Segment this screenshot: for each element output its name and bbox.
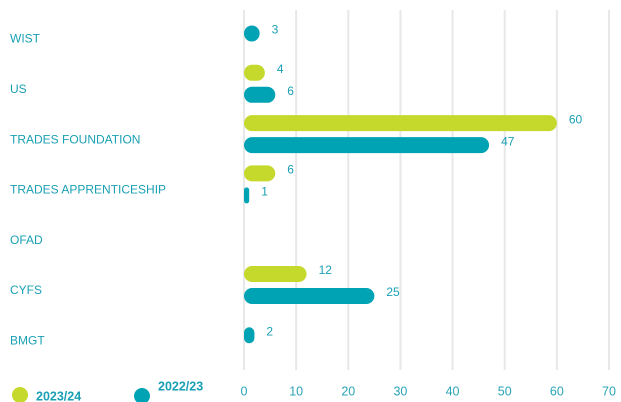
bar bbox=[244, 288, 375, 304]
category-label: TRADES APPRENTICESHIP bbox=[10, 183, 166, 197]
bar bbox=[244, 64, 265, 81]
value-label: 4 bbox=[277, 62, 284, 76]
x-tick-label: 10 bbox=[289, 384, 303, 398]
value-label: 12 bbox=[319, 263, 333, 277]
legend-swatch bbox=[134, 388, 150, 402]
value-label: 25 bbox=[386, 285, 400, 299]
x-tick-label: 60 bbox=[550, 384, 564, 398]
bar bbox=[244, 86, 276, 103]
x-tick-label: 50 bbox=[498, 384, 512, 398]
value-label: 47 bbox=[501, 134, 515, 148]
x-tick-label: 70 bbox=[602, 384, 616, 398]
category-label: BMGT bbox=[10, 333, 45, 347]
value-label: 60 bbox=[569, 112, 583, 126]
category-label: US bbox=[10, 82, 27, 96]
value-label: 1 bbox=[261, 185, 268, 199]
x-tick-label: 0 bbox=[241, 384, 248, 398]
value-label: 3 bbox=[272, 23, 279, 37]
x-tick-label: 40 bbox=[446, 384, 460, 398]
bar bbox=[244, 115, 557, 132]
legend-label: 2023/24 bbox=[36, 389, 81, 402]
bar bbox=[244, 137, 490, 154]
category-label: WIST bbox=[10, 32, 41, 46]
value-label: 2 bbox=[266, 324, 273, 338]
legend-label: 2022/23 bbox=[158, 379, 203, 393]
bar bbox=[244, 266, 307, 282]
legend-swatch bbox=[12, 387, 28, 402]
category-label: TRADES FOUNDATION bbox=[10, 132, 140, 146]
bar bbox=[244, 165, 276, 182]
value-label: 6 bbox=[287, 163, 294, 177]
bar bbox=[244, 327, 255, 344]
category-label: OFAD bbox=[10, 233, 43, 247]
category-label: CYFS bbox=[10, 283, 42, 297]
x-tick-label: 30 bbox=[393, 384, 407, 398]
x-tick-label: 20 bbox=[341, 384, 355, 398]
bar bbox=[244, 187, 250, 204]
bar bbox=[244, 25, 260, 42]
value-label: 6 bbox=[287, 84, 294, 98]
